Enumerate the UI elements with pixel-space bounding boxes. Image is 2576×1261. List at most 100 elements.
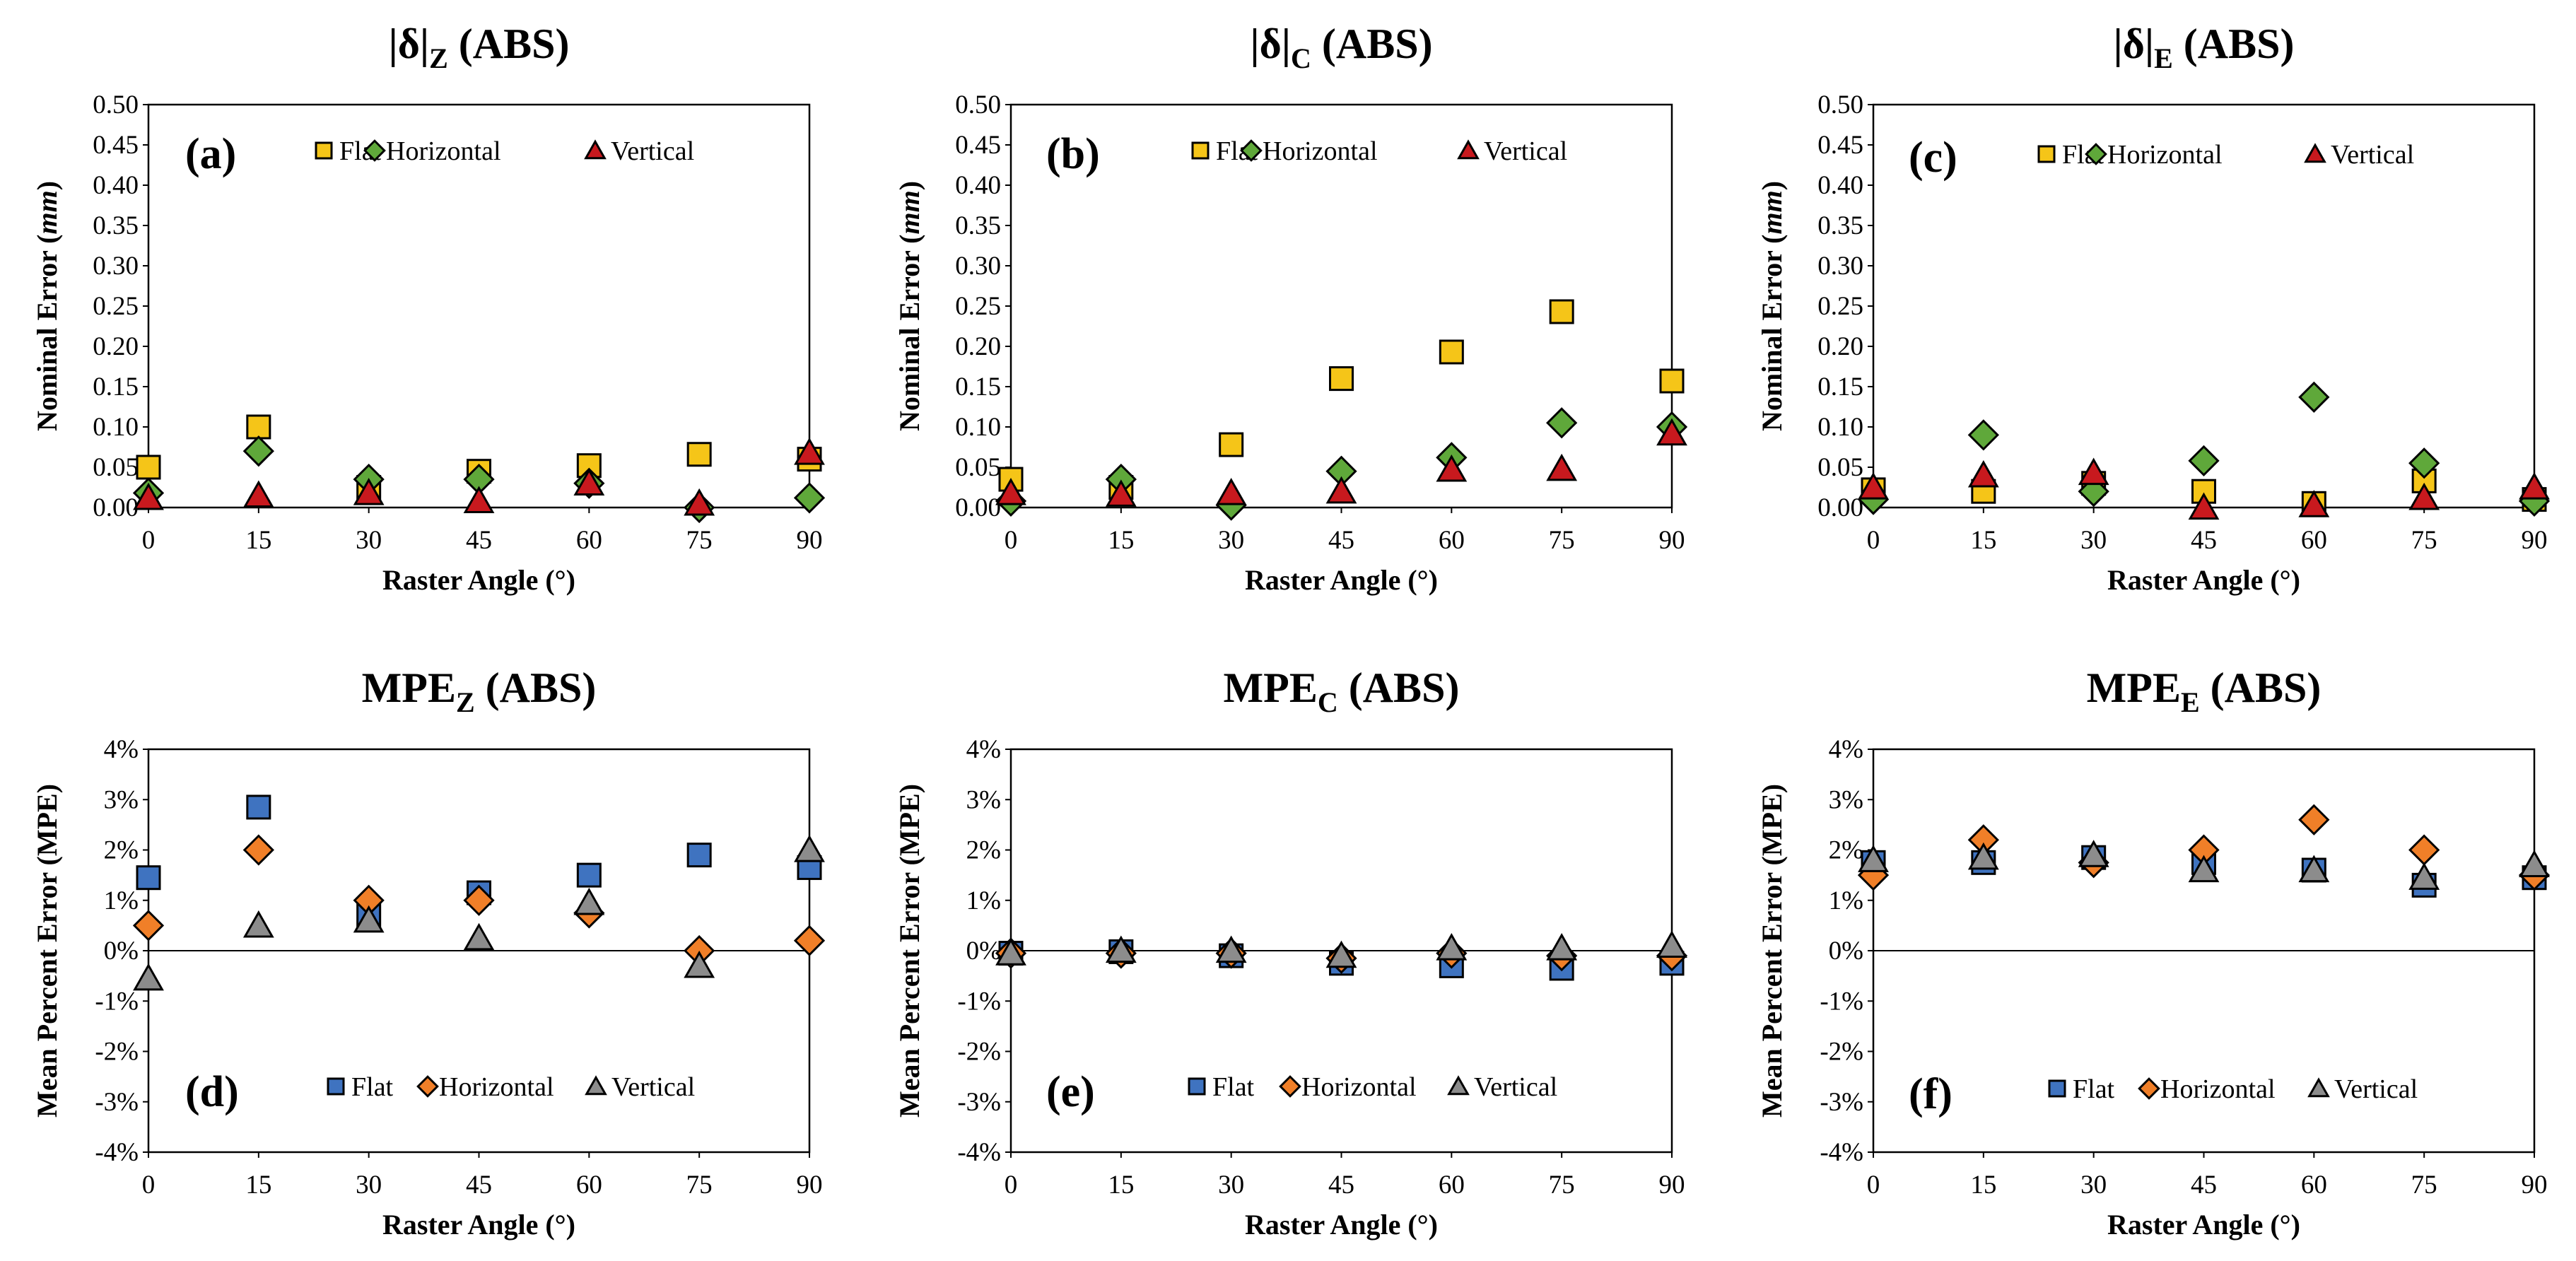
chart-title-main: |δ| bbox=[2114, 20, 2155, 67]
x-tick-label: 15 bbox=[245, 1171, 271, 1200]
x-tick-label: 90 bbox=[797, 1171, 823, 1200]
y-axis-label: Nominal Error (mm) bbox=[894, 181, 925, 431]
data-point-flat bbox=[136, 865, 161, 891]
y-tick-label: 4% bbox=[1829, 735, 1863, 764]
x-tick-label: 60 bbox=[2301, 1171, 2327, 1200]
x-axis-label: Raster Angle (°) bbox=[1245, 1209, 1438, 1241]
legend-marker-vertical bbox=[585, 1075, 607, 1096]
x-tick-label: 45 bbox=[466, 1171, 492, 1200]
x-tick-label: 90 bbox=[1659, 1171, 1685, 1200]
legend-label-vertical: Vertical bbox=[2331, 140, 2414, 170]
chart-title-suffix: (ABS) bbox=[2173, 20, 2295, 67]
y-tick-label: 0.50 bbox=[955, 90, 1001, 119]
y-tick-label: 0.10 bbox=[1817, 413, 1863, 442]
data-point-vertical bbox=[1325, 476, 1357, 504]
y-tick-label: 0.00 bbox=[1817, 493, 1863, 522]
chart-title-subscript: E bbox=[2181, 686, 2200, 718]
chart-title-subscript: Z bbox=[429, 42, 448, 74]
data-point-vertical bbox=[1546, 453, 1578, 481]
data-point-vertical bbox=[1325, 940, 1357, 968]
y-tick-label: -1% bbox=[957, 987, 1001, 1016]
data-point-vertical bbox=[2519, 850, 2550, 878]
x-tick-label: 45 bbox=[466, 526, 492, 555]
data-point-vertical bbox=[2298, 490, 2330, 517]
y-tick-label: -2% bbox=[95, 1038, 139, 1067]
legend-label-vertical: Vertical bbox=[611, 136, 694, 166]
x-tick-label: 0 bbox=[142, 1171, 156, 1200]
chart-title: |δ|E (ABS) bbox=[2114, 20, 2295, 74]
data-point-vertical bbox=[1967, 459, 1999, 488]
data-point-vertical bbox=[1858, 472, 1889, 500]
data-point-vertical bbox=[2408, 862, 2440, 890]
chart-title-main: MPE bbox=[362, 664, 456, 711]
x-tick-label: 75 bbox=[686, 526, 713, 555]
y-tick-label: 0.40 bbox=[1817, 171, 1863, 200]
x-tick-label: 60 bbox=[1439, 1171, 1465, 1200]
y-tick-label: -1% bbox=[95, 987, 139, 1016]
legend-marker-vertical bbox=[1457, 139, 1480, 160]
legend-label-horizontal: Horizontal bbox=[2107, 140, 2223, 170]
x-tick-label: 15 bbox=[245, 526, 271, 555]
y-tick-label: 0.35 bbox=[1817, 211, 1863, 240]
y-tick-label: -4% bbox=[957, 1138, 1001, 1167]
data-point-horizontal bbox=[2298, 804, 2330, 835]
data-point-flat bbox=[686, 843, 712, 868]
x-tick-label: 30 bbox=[1218, 526, 1244, 555]
y-tick-label: 0.15 bbox=[93, 373, 139, 401]
x-tick-label: 45 bbox=[2191, 1171, 2217, 1200]
x-tick-label: 15 bbox=[1970, 1171, 1996, 1200]
chart-title-suffix: (ABS) bbox=[475, 664, 597, 711]
y-axis-label-text: Mean Percent Error (MPE) bbox=[1756, 784, 1788, 1118]
data-point-flat bbox=[1439, 339, 1464, 365]
y-axis-label: Nominal Error (mm) bbox=[31, 181, 63, 431]
data-point-horizontal bbox=[242, 435, 274, 467]
x-tick-label: 0 bbox=[142, 526, 156, 555]
y-tick-label: 0.30 bbox=[1817, 252, 1863, 281]
chart-title: |δ|Z (ABS) bbox=[389, 20, 570, 74]
chart-title-main: |δ| bbox=[389, 20, 430, 67]
legend-marker-horizontal bbox=[2085, 143, 2107, 165]
legend-marker-horizontal bbox=[1279, 1075, 1301, 1098]
x-tick-label: 30 bbox=[2080, 526, 2107, 555]
chart-title-suffix: (ABS) bbox=[1338, 664, 1460, 711]
chart-panel-b: 0.00 0.05 0.10 0.15 0.20 0.25 0.30 0.35 0.40 0.45… bbox=[894, 20, 1688, 596]
panel-label: (d) bbox=[185, 1068, 239, 1116]
data-point-horizontal bbox=[2408, 447, 2440, 479]
y-tick-label: 0% bbox=[1829, 937, 1863, 966]
data-point-flat bbox=[576, 862, 602, 888]
legend-marker-horizontal bbox=[363, 139, 386, 162]
data-point-vertical bbox=[133, 482, 164, 510]
x-tick-label: 60 bbox=[576, 526, 602, 555]
chart-title-main: |δ| bbox=[1250, 20, 1291, 67]
data-point-horizontal bbox=[2298, 381, 2330, 413]
data-point-flat bbox=[246, 794, 271, 820]
y-tick-label: 0.40 bbox=[93, 171, 139, 200]
data-point-vertical bbox=[1105, 479, 1137, 507]
data-point-horizontal bbox=[793, 925, 826, 956]
y-axis-label: Nominal Error (mm) bbox=[1756, 181, 1788, 431]
y-tick-label: 0.40 bbox=[955, 171, 1001, 200]
x-tick-label: 15 bbox=[1108, 526, 1134, 555]
y-tick-label: 0.25 bbox=[955, 292, 1001, 321]
y-tick-label: 0.35 bbox=[93, 211, 139, 240]
y-tick-label: 1% bbox=[1829, 886, 1863, 915]
panel-label: (b) bbox=[1046, 130, 1100, 178]
data-point-vertical bbox=[2188, 855, 2220, 883]
legend-label-flat: Flat bbox=[2073, 1074, 2115, 1104]
data-point-horizontal bbox=[793, 482, 826, 514]
chart-title-subscript: C bbox=[1291, 42, 1311, 74]
panel-label: (f) bbox=[1909, 1070, 1953, 1118]
data-point-horizontal bbox=[1546, 407, 1578, 439]
data-point-vertical bbox=[684, 950, 715, 978]
y-axis-label-text: Nominal Error ( bbox=[1756, 235, 1788, 432]
legend-marker-flat bbox=[2048, 1079, 2066, 1098]
data-point-flat bbox=[1549, 299, 1574, 324]
legend-marker-flat bbox=[315, 141, 333, 160]
data-point-horizontal bbox=[1967, 419, 1999, 451]
data-point-flat bbox=[246, 414, 271, 440]
x-tick-label: 75 bbox=[1549, 1171, 1575, 1200]
chart-panel-a: 0.00 0.05 0.10 0.15 0.20 0.25 0.30 0.35 0.40 0.45… bbox=[31, 20, 826, 596]
y-tick-label: 0.25 bbox=[1817, 292, 1863, 321]
panel-label: (e) bbox=[1046, 1068, 1095, 1116]
